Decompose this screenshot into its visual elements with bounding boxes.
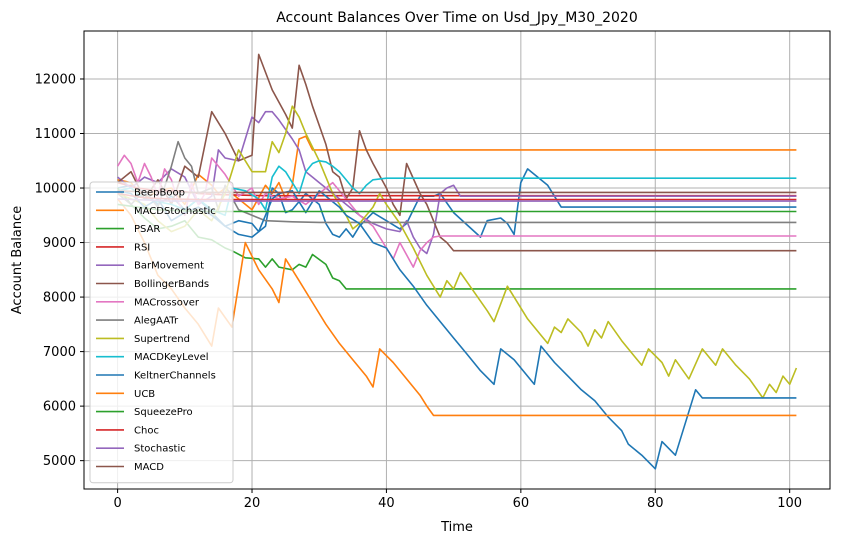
y-tick-label: 6000 <box>43 400 76 415</box>
x-tick-label: 80 <box>647 496 664 511</box>
y-tick-label: 10000 <box>35 182 76 197</box>
x-tick-label: 0 <box>113 496 121 511</box>
y-tick-label: 5000 <box>43 454 76 469</box>
legend-label: Choc <box>134 425 159 436</box>
axis-ticks: 0 20 40 60 80 100 5000 6000 7000 8000 9000 10000 110… <box>35 72 802 511</box>
legend-label: MACDKeyLevel <box>134 352 209 363</box>
y-tick-label: 12000 <box>35 72 76 87</box>
legend-label: BeepBoop <box>134 188 185 199</box>
y-axis-label: Account Balance <box>10 206 25 314</box>
y-tick-label: 7000 <box>43 345 76 360</box>
plot-frame <box>83 30 831 490</box>
legend-label: BollingerBands <box>134 279 209 290</box>
legend-label: KeltnerChannels <box>134 371 216 382</box>
x-tick-label: 100 <box>777 496 802 511</box>
legend: BeepBoopMACDStochasticPSARRSIBarMovement… <box>89 181 234 484</box>
y-tick-label: 8000 <box>43 291 76 306</box>
chart-title: Account Balances Over Time on Usd_Jpy_M3… <box>276 10 638 26</box>
legend-label: UCB <box>134 389 155 400</box>
x-tick-label: 40 <box>378 496 395 511</box>
legend-label: SqueezePro <box>134 407 193 418</box>
series-line-bollingerbands <box>117 53 797 252</box>
legend-label: MACrossover <box>134 297 200 308</box>
legend-label: PSAR <box>134 224 160 235</box>
legend-label: Supertrend <box>134 334 190 345</box>
legend-label: MACD <box>134 462 164 473</box>
x-axis-label: Time <box>440 520 473 535</box>
legend-label: AlegAATr <box>134 316 179 327</box>
x-tick-label: 60 <box>513 496 530 511</box>
y-tick-label: 9000 <box>43 236 76 251</box>
legend-label: RSI <box>134 242 150 253</box>
x-tick-label: 20 <box>244 496 261 511</box>
legend-label: BarMovement <box>134 261 204 272</box>
y-tick-label: 11000 <box>35 127 76 142</box>
series-line-supertrend <box>117 105 798 399</box>
legend-label: MACDStochastic <box>134 206 216 217</box>
legend-label: Stochastic <box>134 444 186 455</box>
legend-box <box>89 181 234 484</box>
